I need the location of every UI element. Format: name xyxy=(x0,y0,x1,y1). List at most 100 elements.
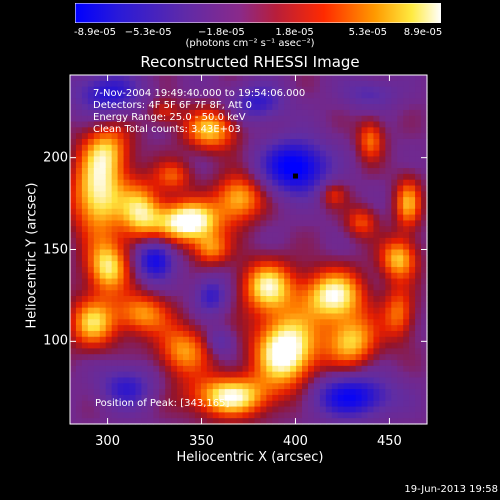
heatmap-cell xyxy=(242,127,250,134)
heatmap-cell xyxy=(93,389,101,396)
heatmap-cell xyxy=(206,330,214,338)
heatmap-cell xyxy=(308,109,315,117)
heatmap-cell xyxy=(421,133,428,140)
heatmap-cell xyxy=(177,232,184,239)
heatmap-cell xyxy=(200,202,208,210)
heatmap-cell xyxy=(99,278,107,285)
heatmap-cell xyxy=(266,80,273,88)
heatmap-cell xyxy=(194,127,202,134)
heatmap-cell xyxy=(117,138,125,146)
heatmap-cell xyxy=(373,150,380,158)
heatmap-cell xyxy=(296,220,303,227)
heatmap-cell xyxy=(308,104,315,111)
heatmap-cell xyxy=(230,406,238,413)
heatmap-cell xyxy=(409,232,416,239)
heatmap-cell xyxy=(206,109,214,117)
heatmap-cell xyxy=(93,284,101,291)
heatmap-cell xyxy=(248,319,256,326)
heatmap-cell xyxy=(290,168,297,175)
heatmap-cell xyxy=(236,336,244,344)
heatmap-cell xyxy=(147,261,154,268)
heatmap-cell xyxy=(206,86,214,94)
heatmap-cell xyxy=(129,226,137,233)
heatmap-cell xyxy=(224,162,232,169)
heatmap-cell xyxy=(415,418,422,425)
heatmap-cell xyxy=(379,185,386,192)
heatmap-cell xyxy=(177,296,184,303)
heatmap-cell xyxy=(177,412,184,419)
heatmap-cell xyxy=(349,185,357,192)
heatmap-cell xyxy=(349,365,357,373)
heatmap-cell xyxy=(189,127,196,134)
heatmap-cell xyxy=(260,354,267,361)
heatmap-cell xyxy=(183,127,190,134)
heatmap-cell xyxy=(284,121,291,128)
heatmap-cell xyxy=(70,342,77,349)
heatmap-cell xyxy=(194,383,202,390)
heatmap-cell xyxy=(337,348,345,355)
heatmap-cell xyxy=(421,150,428,158)
heatmap-cell xyxy=(141,220,148,227)
heatmap-cell xyxy=(87,266,95,274)
heatmap-cell xyxy=(165,255,172,262)
heatmap-cell xyxy=(159,342,166,349)
heatmap-cell xyxy=(248,406,256,413)
heatmap-cell xyxy=(183,133,190,140)
heatmap-cell xyxy=(224,296,232,303)
heatmap-cell xyxy=(278,272,285,280)
heatmap-cell xyxy=(153,336,160,344)
heatmap-cell xyxy=(403,150,410,158)
heatmap-cell xyxy=(105,86,113,94)
heatmap-cell xyxy=(87,330,95,338)
heatmap-cell xyxy=(129,162,137,169)
colorbar-tick-label: 5.3e-05 xyxy=(348,27,387,38)
heatmap-cell xyxy=(331,319,339,326)
heatmap-cell xyxy=(254,261,261,268)
heatmap-cell xyxy=(189,138,196,146)
heatmap-cell xyxy=(296,208,303,216)
heatmap-cell xyxy=(403,104,410,111)
heatmap-cell xyxy=(290,406,297,413)
heatmap-cell xyxy=(272,168,279,175)
heatmap-cell xyxy=(319,185,327,192)
heatmap-cell xyxy=(284,278,291,285)
heatmap-cell xyxy=(278,313,285,320)
heatmap-cell xyxy=(290,179,297,187)
heatmap-cell xyxy=(81,249,89,256)
heatmap-cell xyxy=(278,406,285,413)
heatmap-cell xyxy=(272,406,279,413)
heatmap-cell xyxy=(183,394,190,402)
heatmap-cell xyxy=(379,365,386,373)
heatmap-cell xyxy=(296,80,303,88)
heatmap-cell xyxy=(331,296,339,303)
heatmap-cell xyxy=(70,365,77,373)
heatmap-cell xyxy=(123,313,131,320)
heatmap-cell xyxy=(337,272,345,280)
heatmap-cell xyxy=(385,325,392,332)
heatmap-cell xyxy=(367,389,375,396)
heatmap-cell xyxy=(325,400,333,408)
heatmap-cell xyxy=(224,377,232,384)
heatmap-cell xyxy=(415,121,422,128)
heatmap-cell xyxy=(206,389,214,396)
heatmap-cell xyxy=(111,162,119,169)
heatmap-cell xyxy=(99,185,107,192)
heatmap-cell xyxy=(343,220,351,227)
heatmap-cell xyxy=(296,185,303,192)
heatmap-cell xyxy=(224,307,232,315)
heatmap-cell xyxy=(206,301,214,309)
heatmap-cell xyxy=(397,80,404,88)
heatmap-cell xyxy=(403,272,410,280)
heatmap-cell xyxy=(200,150,208,158)
heatmap-cell xyxy=(206,232,214,239)
heatmap-cell xyxy=(206,191,214,198)
heatmap-cell xyxy=(260,330,267,338)
heatmap-cell xyxy=(206,185,214,192)
heatmap-cell xyxy=(171,325,178,332)
heatmap-cell xyxy=(212,406,220,413)
heatmap-cell xyxy=(284,115,291,123)
heatmap-cell xyxy=(349,214,357,222)
heatmap-cell xyxy=(230,162,238,169)
heatmap-cell xyxy=(230,249,238,256)
heatmap-cell xyxy=(230,365,238,373)
